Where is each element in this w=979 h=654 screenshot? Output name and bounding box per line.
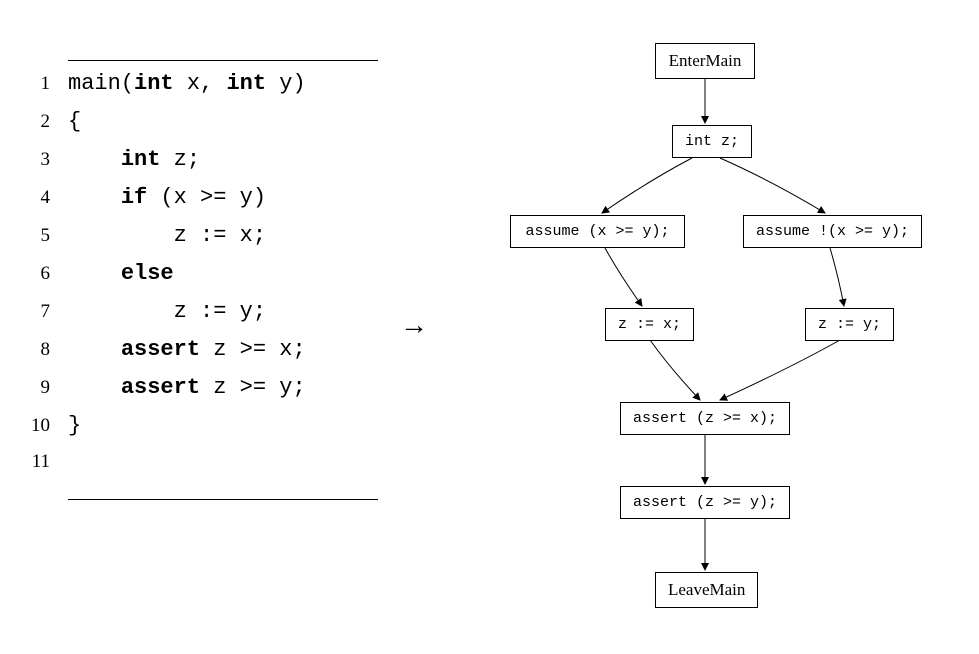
code-line: 8 assert z >= x; xyxy=(28,337,380,363)
line-number: 5 xyxy=(28,225,68,247)
flow-node-intz: int z; xyxy=(672,125,752,158)
line-number: 3 xyxy=(28,149,68,171)
edge-intz-assumeR xyxy=(720,158,825,213)
code-text: if (x >= y) xyxy=(68,185,266,210)
code-lines-container: 1main(int x, int y)2{3 int z;4 if (x >= … xyxy=(28,61,380,499)
code-line: 11 xyxy=(28,451,380,477)
line-number: 11 xyxy=(28,451,68,473)
code-text: assert z >= y; xyxy=(68,375,306,400)
line-number: 9 xyxy=(28,377,68,399)
flow-node-enter: EnterMain xyxy=(655,43,755,79)
line-number: 6 xyxy=(28,263,68,285)
code-line: 3 int z; xyxy=(28,147,380,173)
code-line: 2{ xyxy=(28,109,380,135)
code-listing: 1main(int x, int y)2{3 int z;4 if (x >= … xyxy=(28,60,380,500)
flow-node-zx: z := x; xyxy=(605,308,694,341)
code-line: 1main(int x, int y) xyxy=(28,71,380,97)
flow-node-leave: LeaveMain xyxy=(655,572,758,608)
code-text: } xyxy=(68,413,81,438)
edge-assumeR-zy xyxy=(830,248,844,306)
code-text: z := y; xyxy=(68,299,266,324)
line-number: 4 xyxy=(28,187,68,209)
code-text: assert z >= x; xyxy=(68,337,306,362)
code-line: 4 if (x >= y) xyxy=(28,185,380,211)
edge-zx-assertx xyxy=(650,340,700,400)
line-number: 1 xyxy=(28,73,68,95)
flow-node-assertx: assert (z >= x); xyxy=(620,402,790,435)
edge-zy-assertx xyxy=(720,340,840,400)
code-text: { xyxy=(68,109,81,134)
line-number: 7 xyxy=(28,301,68,323)
code-line: 7 z := y; xyxy=(28,299,380,325)
line-number: 10 xyxy=(28,415,68,437)
code-text: int z; xyxy=(68,147,200,172)
code-text: else xyxy=(68,261,174,286)
flow-node-asserty: assert (z >= y); xyxy=(620,486,790,519)
bottom-rule xyxy=(68,499,378,500)
code-line: 9 assert z >= y; xyxy=(28,375,380,401)
edge-intz-assumeL xyxy=(602,158,692,213)
line-number: 8 xyxy=(28,339,68,361)
flowchart-container: EnterMain int z; assume (x >= y); assume !(… xyxy=(460,20,970,640)
flow-node-assumeR: assume !(x >= y); xyxy=(743,215,922,248)
flow-node-zy: z := y; xyxy=(805,308,894,341)
code-line: 6 else xyxy=(28,261,380,287)
code-line: 5 z := x; xyxy=(28,223,380,249)
line-number: 2 xyxy=(28,111,68,133)
edge-assumeL-zx xyxy=(605,248,642,306)
code-line: 10} xyxy=(28,413,380,439)
flow-node-assumeL: assume (x >= y); xyxy=(510,215,685,248)
transform-arrow: → xyxy=(400,310,428,342)
code-text: main(int x, int y) xyxy=(68,71,306,96)
code-text: z := x; xyxy=(68,223,266,248)
